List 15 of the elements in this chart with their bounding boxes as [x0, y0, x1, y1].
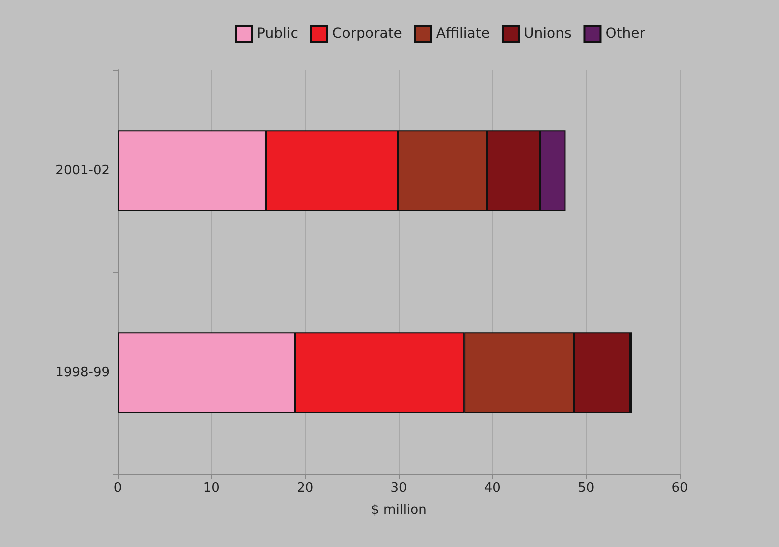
x-axis-title: $ million [371, 503, 427, 518]
x-tick-label: 60 [672, 481, 688, 496]
legend-label: Corporate [332, 26, 402, 42]
y-tick-label: 2001-02 [56, 164, 110, 178]
x-tick-label: 50 [578, 481, 595, 496]
legend-label: Affiliate [436, 26, 490, 42]
x-tick-label: 20 [297, 481, 314, 496]
legend-label: Other [606, 26, 646, 42]
y-tick-label: 1998-99 [56, 366, 110, 380]
x-tick-label: 30 [390, 481, 408, 496]
legend-label: Unions [524, 26, 572, 42]
x-tick-label: 0 [114, 481, 122, 496]
x-tick-label: 10 [203, 481, 220, 496]
legend-label: Public [257, 26, 298, 42]
x-tick-label: 40 [484, 481, 501, 496]
